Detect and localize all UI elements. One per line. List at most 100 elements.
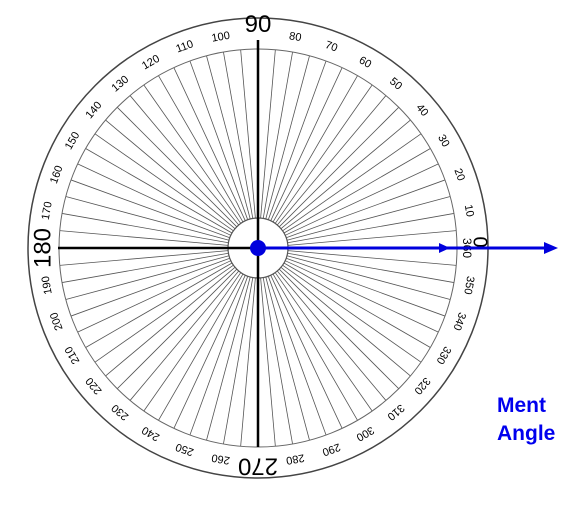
label-0: 0 xyxy=(469,236,491,247)
degree-label: 10 xyxy=(462,204,476,218)
spoke-line xyxy=(240,49,256,219)
degree-label: 210 xyxy=(63,344,83,366)
spoke-line xyxy=(173,67,246,221)
label-180: 180 xyxy=(29,228,56,268)
caption-line-2: Angle xyxy=(497,422,556,445)
spoke-line xyxy=(287,230,457,246)
spoke-line xyxy=(65,196,230,241)
degree-label: 100 xyxy=(211,30,231,45)
spoke-line xyxy=(61,252,229,283)
spoke-line xyxy=(129,95,240,226)
spoke-line xyxy=(260,49,276,219)
spoke-line xyxy=(77,260,231,333)
degree-label: 300 xyxy=(354,424,376,444)
spoke-line xyxy=(265,276,310,441)
degree-label: 20 xyxy=(451,167,466,183)
spoke-line xyxy=(262,277,293,445)
spoke-line xyxy=(94,133,234,232)
spoke-line xyxy=(61,213,229,244)
spoke-line xyxy=(274,84,373,224)
spoke-line xyxy=(283,262,431,348)
spoke-line xyxy=(189,276,249,436)
spoke-line xyxy=(206,55,251,220)
degree-label: 170 xyxy=(40,201,55,221)
spoke-line xyxy=(286,196,451,241)
spoke-line xyxy=(287,213,455,244)
spoke-line xyxy=(70,257,230,317)
degree-label: 70 xyxy=(323,39,339,54)
spoke-line xyxy=(105,266,236,377)
spoke-line xyxy=(270,275,343,429)
spoke-line xyxy=(77,163,231,236)
degree-label: 110 xyxy=(174,38,195,55)
spoke-line xyxy=(286,179,446,239)
spoke-line xyxy=(240,277,256,447)
spoke-line xyxy=(85,262,233,348)
spoke-line xyxy=(94,264,234,363)
ray-arrowhead xyxy=(544,242,558,254)
spoke-line xyxy=(287,252,455,283)
spoke-line xyxy=(285,163,439,236)
spoke-line xyxy=(158,273,244,421)
spoke-line xyxy=(276,95,387,226)
spoke-line xyxy=(270,67,343,221)
degree-label: 130 xyxy=(109,74,131,95)
degree-label: 120 xyxy=(140,53,162,73)
spoke-line xyxy=(278,268,399,389)
degree-label: 160 xyxy=(48,164,66,185)
caption-line-1: Ment xyxy=(497,394,546,417)
spoke-line xyxy=(189,60,249,220)
spoke-line xyxy=(105,119,236,230)
degree-label: 50 xyxy=(387,75,404,92)
degree-label: 40 xyxy=(413,102,430,119)
degree-label: 350 xyxy=(461,275,476,295)
spoke-line xyxy=(70,179,230,239)
spoke-line xyxy=(267,60,327,220)
spoke-line xyxy=(262,51,293,219)
degree-label: 340 xyxy=(450,311,468,332)
degree-label: 200 xyxy=(48,311,66,332)
spoke-line xyxy=(274,272,373,412)
spoke-line xyxy=(267,276,327,436)
spoke-line xyxy=(260,277,276,447)
degree-label: 190 xyxy=(40,275,55,295)
label-270: 270 xyxy=(238,453,278,480)
degree-label: 330 xyxy=(434,344,454,366)
spoke-line xyxy=(129,270,240,401)
spoke-line xyxy=(278,107,399,228)
spoke-line xyxy=(265,55,310,220)
spoke-line xyxy=(280,119,411,230)
degree-label: 150 xyxy=(63,130,83,152)
spoke-line xyxy=(59,230,229,246)
spoke-line xyxy=(280,266,411,377)
spoke-line xyxy=(206,276,251,441)
degree-label: 30 xyxy=(435,133,452,150)
spoke-line xyxy=(287,250,457,266)
spoke-line xyxy=(282,133,422,232)
spoke-line xyxy=(223,51,254,219)
degree-label: 290 xyxy=(321,440,342,458)
degree-label: 250 xyxy=(174,440,195,458)
degree-label: 230 xyxy=(109,401,131,422)
spoke-line xyxy=(282,264,422,363)
label-90: 90 xyxy=(245,11,272,38)
spoke-line xyxy=(158,75,244,223)
spoke-line xyxy=(143,272,242,412)
degree-label: 60 xyxy=(357,54,374,71)
spoke-line xyxy=(117,107,238,228)
degree-label: 240 xyxy=(140,424,162,444)
spoke-line xyxy=(173,275,246,429)
degree-label: 310 xyxy=(385,401,407,422)
spoke-line xyxy=(223,277,254,445)
spoke-line xyxy=(276,270,387,401)
spoke-line xyxy=(65,255,230,300)
degree-label: 280 xyxy=(285,451,305,466)
spoke-lines xyxy=(59,49,457,447)
vertex-dot xyxy=(250,240,266,256)
spoke-line xyxy=(286,257,446,317)
spoke-line xyxy=(117,268,238,389)
spoke-line xyxy=(283,148,431,234)
spoke-line xyxy=(285,260,439,333)
degree-label: 80 xyxy=(288,30,302,44)
